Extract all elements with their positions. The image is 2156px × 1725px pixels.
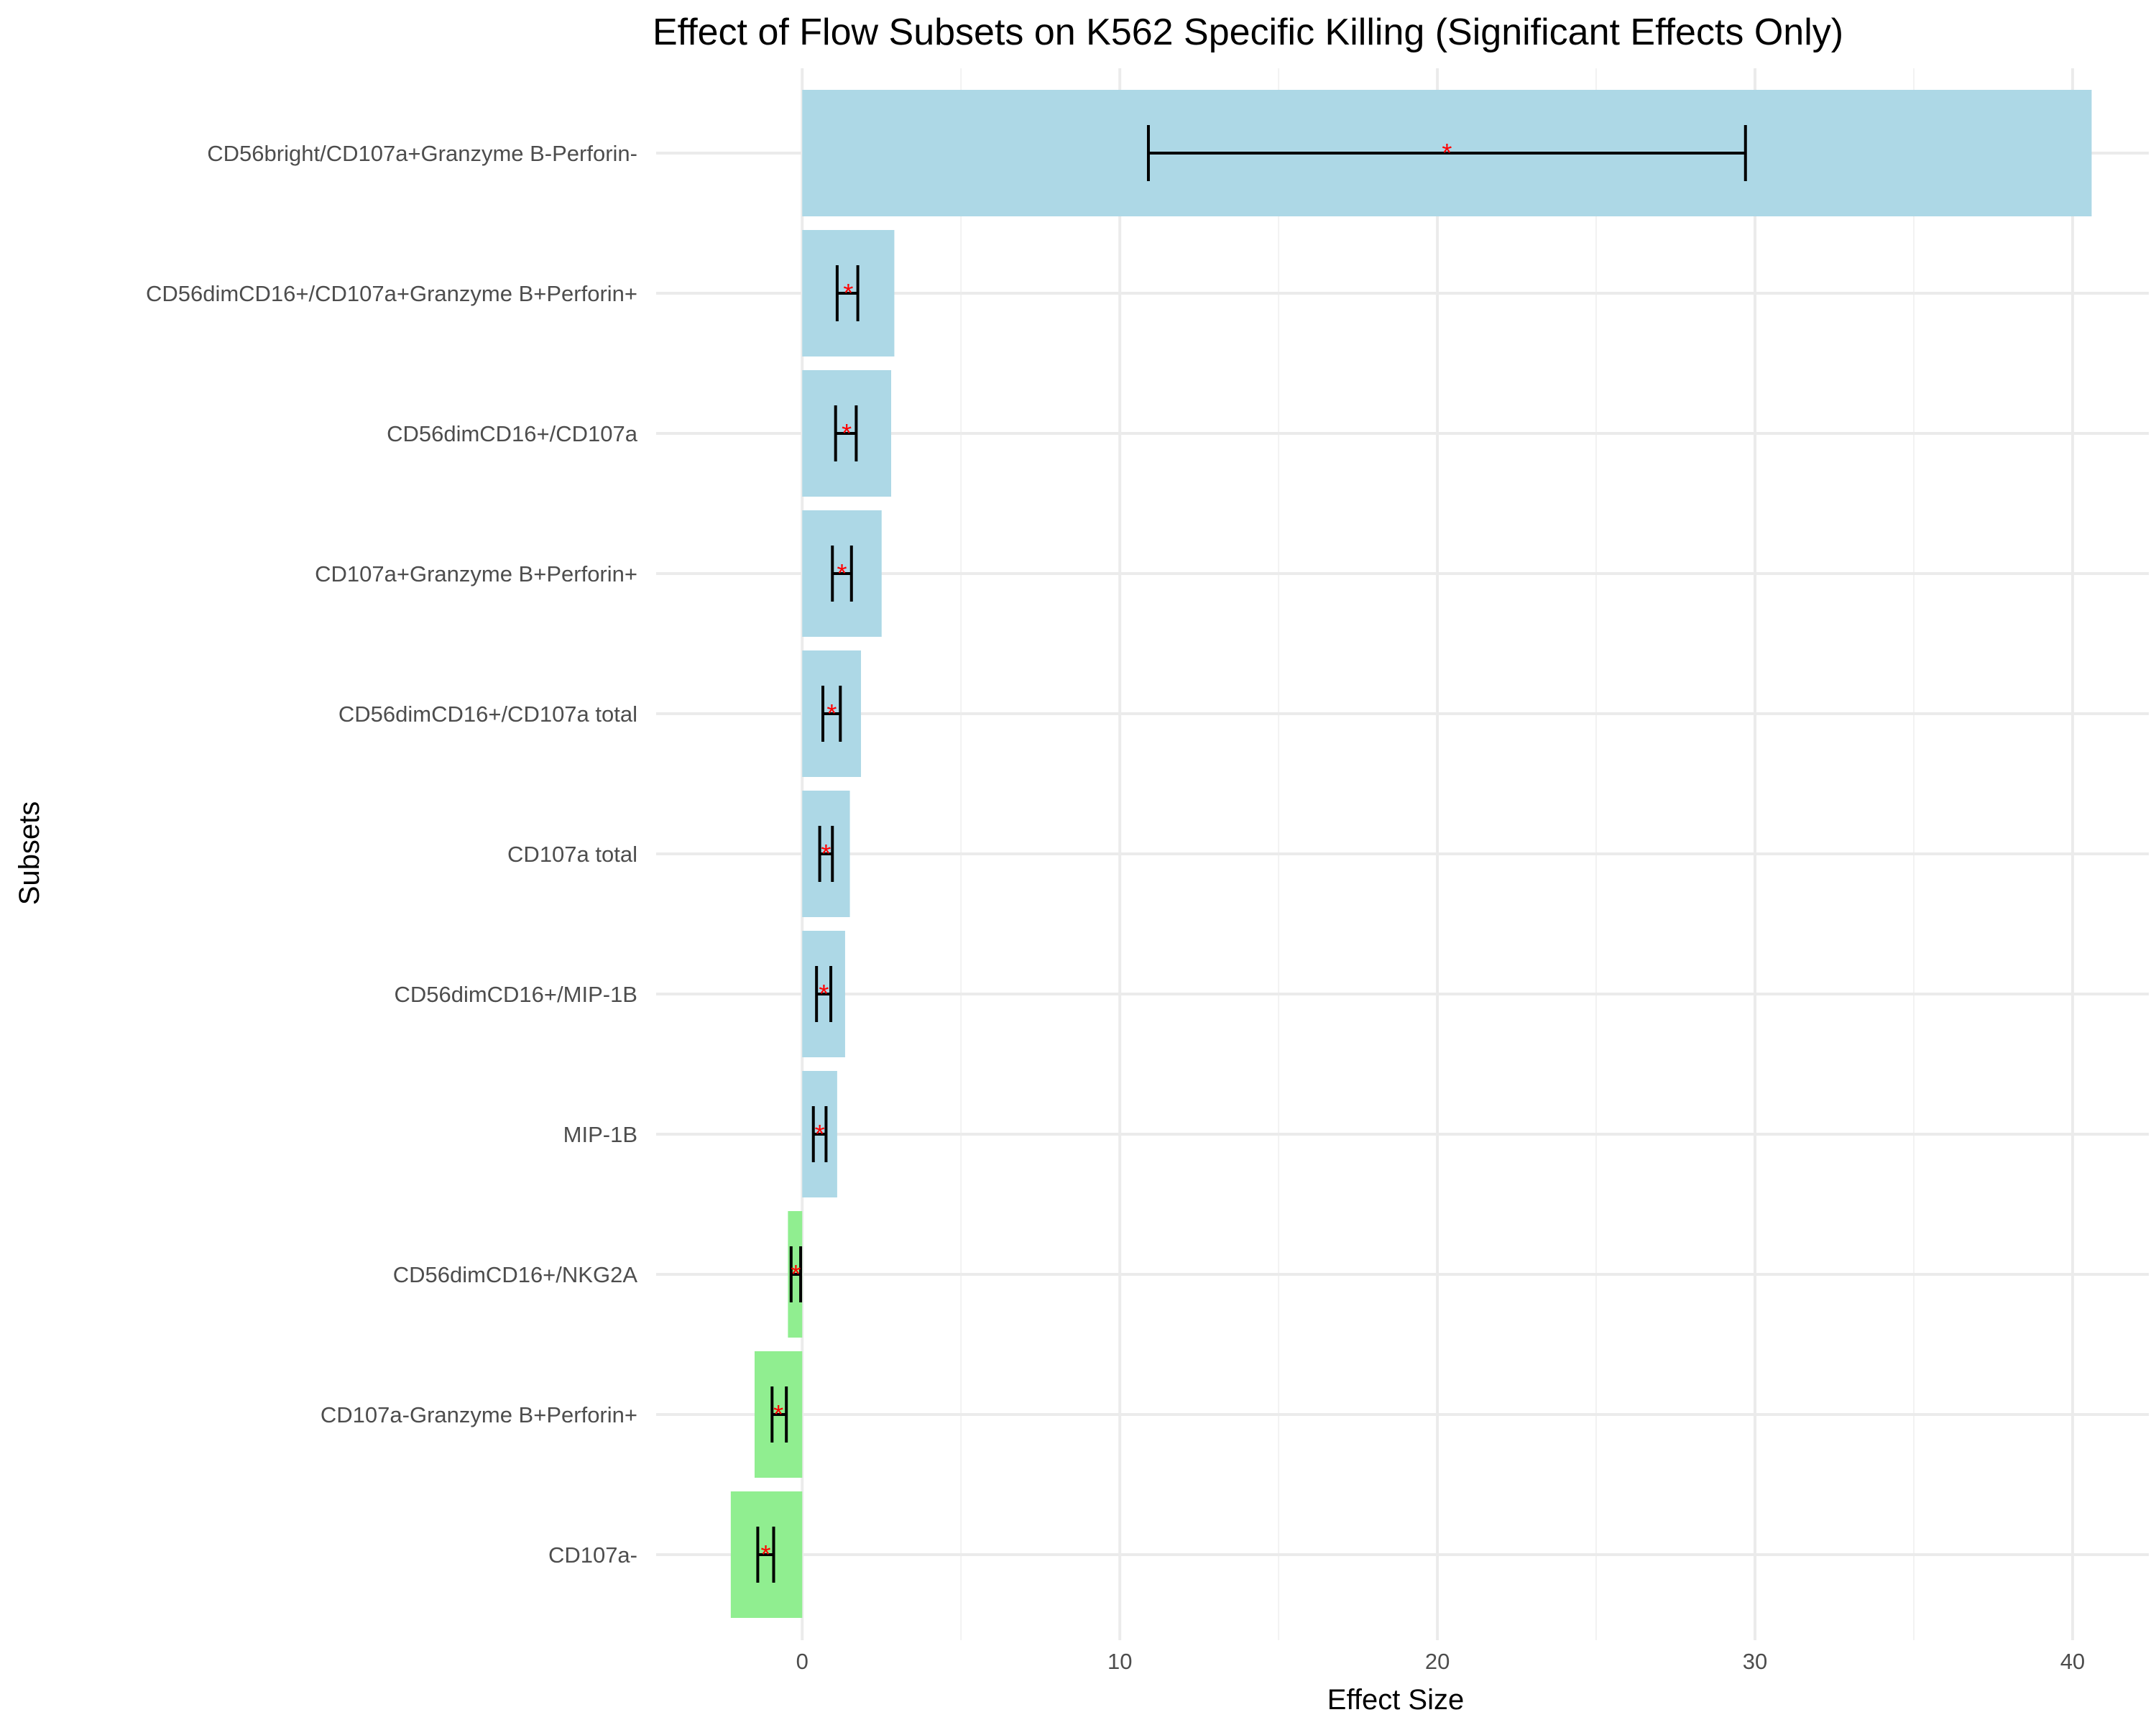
y-tick-label: MIP-1B (563, 1122, 637, 1147)
significance-marker: * (791, 1259, 801, 1289)
y-tick-label: CD56dimCD16+/CD107a total (338, 702, 637, 727)
y-tick-label: CD107a+Granzyme B+Perforin+ (315, 561, 637, 586)
y-tick-label: CD56dimCD16+/CD107a (387, 421, 638, 446)
significance-marker: * (843, 278, 853, 308)
y-tick-label: CD56bright/CD107a+Granzyme B-Perforin- (207, 141, 637, 166)
x-tick-label: 0 (796, 1649, 808, 1674)
y-tick-label: CD56dimCD16+/NKG2A (393, 1262, 638, 1287)
significance-marker: * (837, 558, 847, 588)
significance-marker: * (821, 839, 831, 868)
y-tick-label: CD107a-Granzyme B+Perforin+ (321, 1402, 637, 1427)
significance-marker: * (826, 699, 837, 728)
y-tick-label: CD107a- (548, 1542, 637, 1568)
grid-layer (656, 68, 2149, 1640)
y-tick-label: CD56dimCD16+/CD107a+Granzyme B+Perforin+ (146, 281, 637, 306)
label-layer: 0 10 20 30 40 CD56bright/CD107a+Granzyme B-Pe… (146, 141, 2085, 1674)
significance-marker: * (773, 1399, 783, 1429)
significance-marker: * (819, 979, 829, 1008)
y-axis-title: Subsets (14, 801, 45, 906)
significance-marker: * (760, 1540, 770, 1569)
x-tick-label: 10 (1107, 1649, 1132, 1674)
x-tick-label: 20 (1425, 1649, 1450, 1674)
significance-marker: * (815, 1119, 825, 1149)
y-tick-label: CD56dimCD16+/MIP-1B (394, 982, 637, 1007)
chart-title: Effect of Flow Subsets on K562 Specific … (653, 12, 1843, 53)
x-tick-label: 30 (1743, 1649, 1767, 1674)
y-tick-label: CD107a total (507, 842, 637, 867)
significance-marker: * (1442, 138, 1452, 167)
significance-marker: * (842, 418, 852, 448)
errorbar-layer: * * * * * * * * * * * (756, 125, 1747, 1583)
x-tick-label: 40 (2060, 1649, 2085, 1674)
x-axis-title: Effect Size (1327, 1684, 1464, 1716)
